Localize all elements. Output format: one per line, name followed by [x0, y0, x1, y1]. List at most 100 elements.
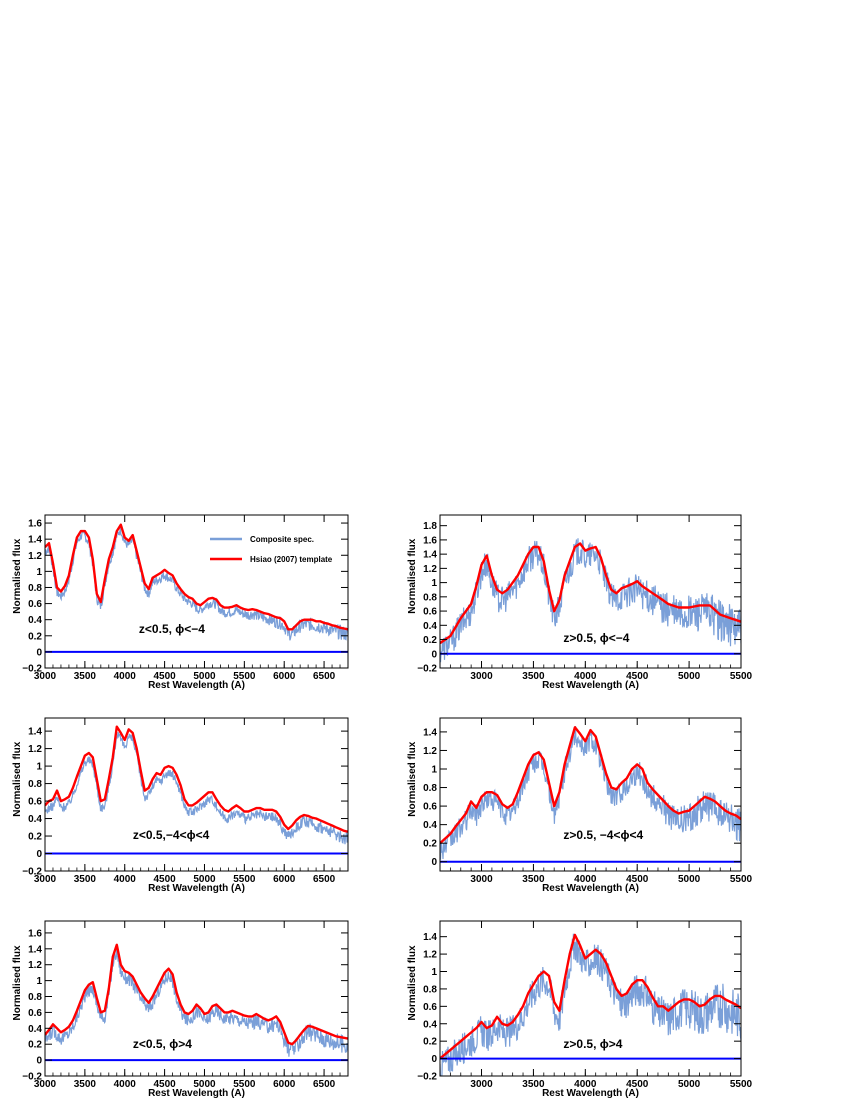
plot-area	[440, 538, 741, 663]
y-tick-label: 0	[36, 849, 42, 860]
y-tick-label: 0.6	[423, 607, 437, 618]
y-tick-label: 0.4	[28, 1024, 42, 1035]
y-tick-label: 1.4	[423, 550, 437, 561]
y-axis-title: Normalised flux	[407, 538, 418, 613]
x-tick-label: 5500	[233, 874, 256, 885]
y-tick-label: 0.2	[28, 1040, 42, 1051]
y-tick-label: 0.2	[423, 1037, 437, 1048]
y-tick-label: 0	[431, 1054, 437, 1065]
x-axis-title: Rest Wavelength (A)	[542, 1088, 639, 1099]
x-tick-label: 6000	[273, 1079, 296, 1090]
y-tick-label: 1.2	[423, 564, 437, 575]
y-tick-label: 1.6	[28, 928, 42, 939]
y-tick-label: 0.8	[28, 583, 42, 594]
plot-frame	[439, 514, 742, 669]
x-tick-label: 4000	[114, 671, 137, 682]
x-tick-label: 3000	[34, 671, 57, 682]
legend-label-composite: Composite spec.	[250, 535, 314, 544]
y-tick-label: 1.2	[423, 746, 437, 757]
x-tick-label: 4500	[153, 874, 176, 885]
x-tick-label: 3000	[34, 1079, 57, 1090]
y-axis-title: Normalised flux	[407, 741, 418, 816]
x-tick-label: 5500	[233, 671, 256, 682]
x-tick-label: 4000	[114, 874, 137, 885]
x-axis-title: Rest Wavelength (A)	[148, 883, 245, 894]
x-tick-label: 6500	[313, 1079, 336, 1090]
template-spectrum-line	[45, 943, 348, 1046]
y-tick-label: 0	[431, 857, 437, 868]
x-tick-label: 4500	[626, 671, 649, 682]
x-tick-label: 3000	[470, 671, 493, 682]
y-tick-label: 0.6	[423, 1002, 437, 1013]
y-tick-label: 0	[36, 647, 42, 658]
plot-area	[45, 725, 348, 855]
y-tick-label: 0.8	[423, 984, 437, 995]
plot-area	[440, 725, 741, 863]
composite-spectrum-line	[440, 725, 741, 860]
spectrum-panel-3: 3000 3500 4000 4500 5000 5500 6000 6500 −0.2 0 0.2…	[12, 717, 349, 894]
x-axis-title: Rest Wavelength (A)	[148, 1088, 245, 1099]
composite-spectrum-line	[45, 731, 348, 845]
y-tick-label: 1	[36, 976, 42, 987]
x-tick-label: 5500	[233, 1079, 256, 1090]
spectrum-panel-2: 3000 3500 4000 4500 5000 5500 −0.2 0 0.2 0.4 0.6 0.…	[407, 514, 753, 691]
x-tick-label: 3500	[74, 671, 97, 682]
x-tick-label: 6000	[273, 874, 296, 885]
composite-spectrum-line	[440, 933, 741, 1076]
y-tick-label: 0.2	[28, 832, 42, 843]
y-tick-label: 0.4	[423, 1019, 437, 1030]
plot-frame	[439, 717, 742, 872]
x-tick-label: 3500	[74, 874, 97, 885]
x-tick-label: 4500	[626, 874, 649, 885]
y-tick-label: 0.4	[28, 814, 42, 825]
x-tick-label: 4500	[626, 1079, 649, 1090]
panel-annotation: z<0.5,−4<ϕ<4	[133, 828, 210, 842]
x-axis-title: Rest Wavelength (A)	[542, 680, 639, 691]
y-tick-label: 1.4	[28, 944, 42, 955]
y-tick-label: 1.2	[28, 960, 42, 971]
x-tick-label: 6000	[273, 671, 296, 682]
y-tick-label: 1	[36, 567, 42, 578]
x-tick-label: 4500	[153, 1079, 176, 1090]
legend: Composite spec. Hsiao (2007) template	[210, 535, 333, 564]
y-axis-title: Normalised flux	[12, 538, 23, 613]
x-tick-label: 5000	[678, 874, 701, 885]
spectrum-panel-5: 3000 3500 4000 4500 5000 5500 6000 6500 −0.2 0 0.2…	[12, 920, 349, 1099]
plot-area	[45, 523, 348, 653]
y-tick-label: 1	[431, 967, 437, 978]
x-axis-title: Rest Wavelength (A)	[542, 883, 639, 894]
x-tick-label: 5500	[730, 874, 753, 885]
y-tick-label: 1.6	[423, 535, 437, 546]
panel-annotation: z>0.5, −4<ϕ<4	[563, 828, 643, 842]
y-tick-label: −0.2	[22, 1072, 42, 1083]
legend-label-template: Hsiao (2007) template	[250, 555, 333, 564]
template-spectrum-line	[440, 726, 741, 845]
x-tick-label: 5000	[193, 671, 216, 682]
x-tick-label: 5500	[730, 1079, 753, 1090]
x-tick-label: 5000	[193, 1079, 216, 1090]
x-tick-label: 3000	[34, 874, 57, 885]
x-tick-label: 5000	[678, 1079, 701, 1090]
y-tick-label: 0.2	[423, 635, 437, 646]
x-tick-label: 3500	[74, 1079, 97, 1090]
y-tick-label: 0.8	[28, 779, 42, 790]
x-tick-label: 3500	[522, 874, 545, 885]
y-tick-label: 1.4	[423, 727, 437, 738]
y-tick-label: 0.2	[28, 631, 42, 642]
y-tick-label: 1.4	[28, 727, 42, 738]
y-tick-label: 0.6	[28, 1008, 42, 1019]
x-tick-label: 5500	[730, 671, 753, 682]
x-tick-label: 6500	[313, 874, 336, 885]
plot-frame	[44, 717, 349, 872]
template-spectrum-line	[45, 523, 348, 631]
y-tick-label: 1.2	[28, 551, 42, 562]
y-tick-label: 0	[431, 649, 437, 660]
y-tick-label: 0	[36, 1056, 42, 1067]
x-tick-label: 4500	[153, 671, 176, 682]
y-tick-label: 1.8	[423, 521, 437, 532]
plot-frame	[439, 920, 742, 1077]
y-tick-label: 0.4	[423, 820, 437, 831]
x-tick-label: 3500	[522, 671, 545, 682]
y-tick-label: −0.2	[417, 1072, 437, 1083]
